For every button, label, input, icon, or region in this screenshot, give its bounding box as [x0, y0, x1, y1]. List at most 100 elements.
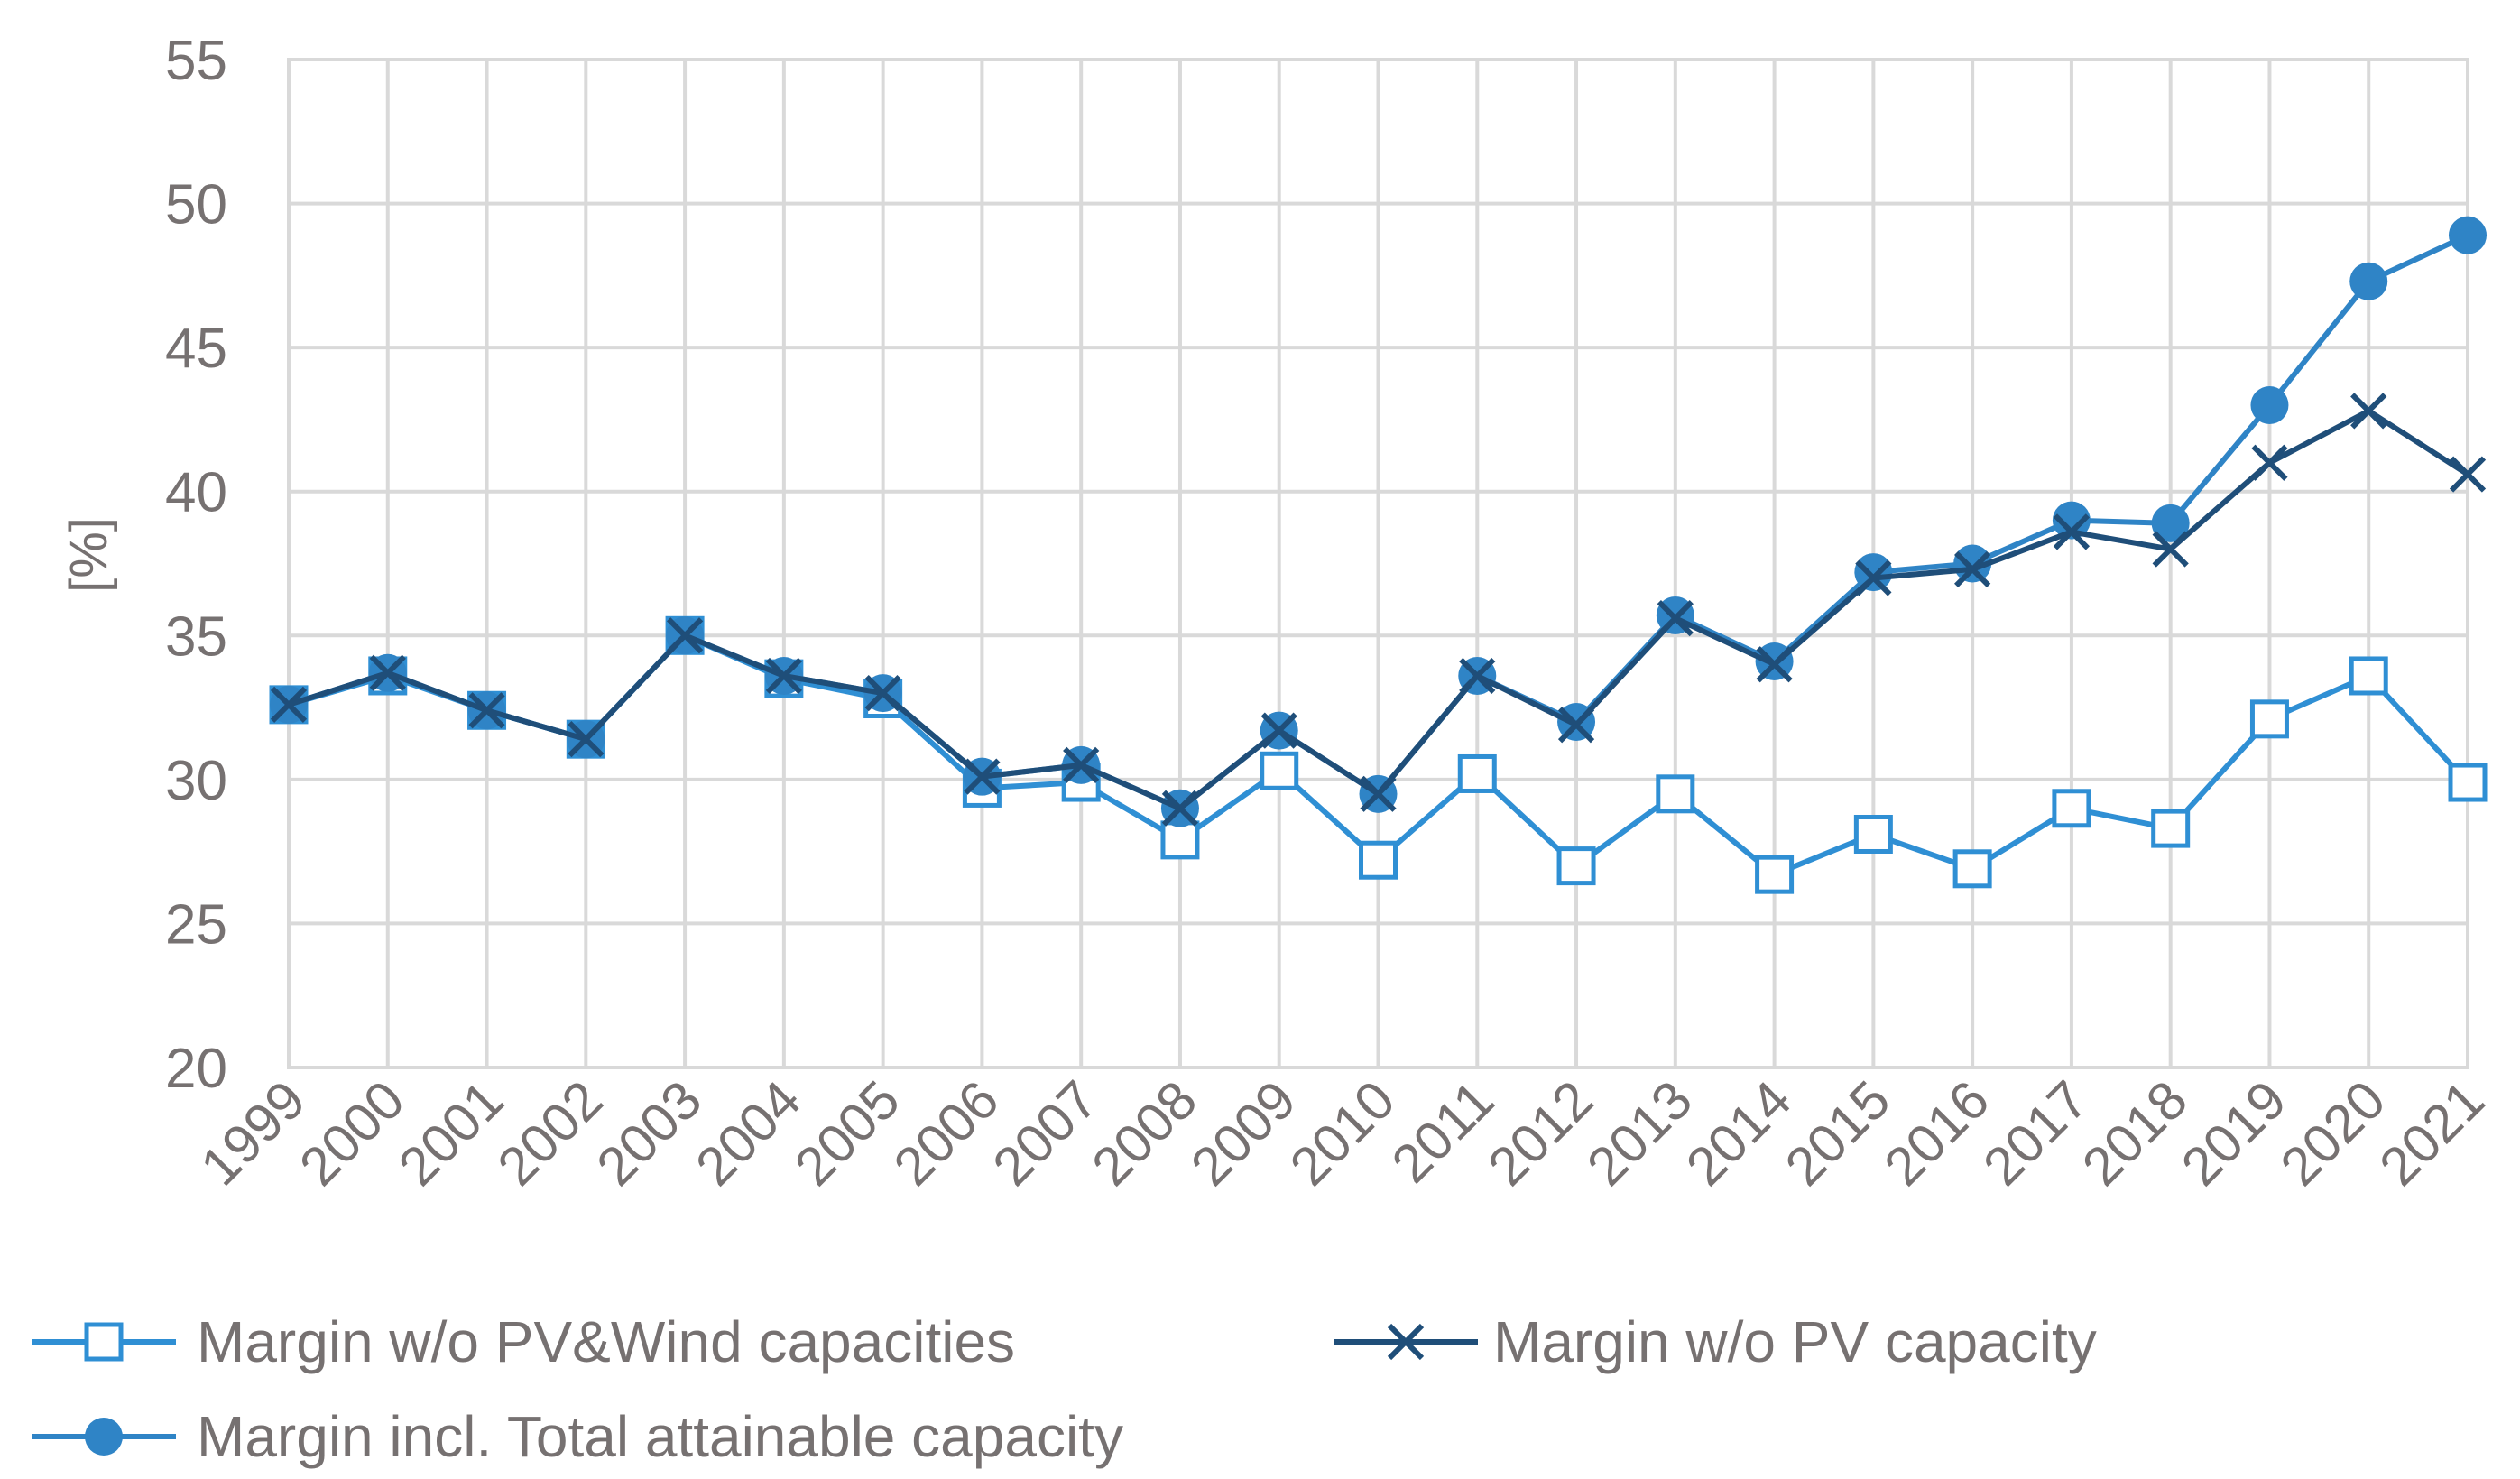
- x-tick-label: 2017: [1971, 1069, 2100, 1197]
- data-point: [1160, 820, 1200, 860]
- legend-marker: [1387, 1323, 1425, 1361]
- y-tick-label: 40: [165, 462, 227, 524]
- data-point: [1756, 646, 1793, 683]
- x-tick-label: 2021: [2368, 1069, 2496, 1197]
- x-tick-label: 2013: [1575, 1069, 1703, 1197]
- x-tick-label: 2016: [1873, 1069, 2001, 1197]
- data-point: [369, 654, 406, 691]
- y-tick-label: 20: [165, 1038, 227, 1100]
- x-stroke: [1161, 790, 1199, 827]
- y-axis-ticks: 20 25 30 35 40 45 50 55: [165, 30, 227, 1100]
- data-point: [2151, 504, 2190, 542]
- x-stroke: [270, 686, 308, 724]
- data-point: [1260, 751, 1299, 790]
- y-axis-label: [%]: [60, 517, 118, 593]
- x-stroke: [1756, 646, 1793, 683]
- x-tick-label: 2020: [2269, 1069, 2397, 1197]
- legend-item-1: Margin w/o PV&Wind capacities: [32, 1309, 1015, 1374]
- data-point: [468, 692, 505, 729]
- x-tick-label: 2012: [1476, 1069, 1604, 1197]
- data-point: [1953, 544, 1992, 583]
- legend-label: Margin w/o PV&Wind capacities: [197, 1309, 1015, 1374]
- data-point: [270, 686, 308, 724]
- data-point: [1656, 774, 1695, 814]
- legend-marker: [85, 1418, 123, 1456]
- data-point: [2251, 444, 2288, 481]
- data-point: [2350, 393, 2387, 430]
- x-tick-label: 2005: [783, 1069, 911, 1197]
- data-point: [2152, 531, 2189, 568]
- data-point: [964, 758, 1001, 795]
- legend-marker: [84, 1322, 124, 1362]
- x-stroke: [2152, 531, 2189, 568]
- legend: Margin w/o PV&Wind capacities Margin w/o …: [32, 1309, 2097, 1469]
- x-tick-label: 2003: [586, 1069, 714, 1197]
- x-stroke: [2053, 513, 2091, 550]
- x-tick-label: 2014: [1675, 1069, 1803, 1197]
- data-point: [1359, 840, 1398, 880]
- data-point: [1260, 712, 1297, 749]
- x-stroke: [765, 657, 802, 695]
- series-layer: [269, 216, 2488, 894]
- x-tick-label: 2010: [1278, 1069, 1407, 1197]
- data-point: [765, 657, 802, 695]
- data-point: [2250, 385, 2289, 424]
- x-stroke: [666, 617, 704, 654]
- data-point: [1952, 849, 1992, 889]
- x-stroke: [1459, 657, 1496, 695]
- x-tick-label: 2018: [2071, 1069, 2199, 1197]
- x-tick-label: 2000: [288, 1069, 416, 1197]
- x-stroke: [1657, 600, 1694, 637]
- legend-label: Margin incl. Total attainable capacity: [197, 1404, 1123, 1469]
- y-tick-label: 50: [165, 174, 227, 236]
- x-tick-label: 2009: [1179, 1069, 1307, 1197]
- data-point: [2151, 809, 2191, 848]
- x-stroke: [468, 692, 505, 729]
- y-tick-label: 55: [165, 30, 227, 92]
- x-tick-label: 2007: [982, 1069, 1110, 1197]
- x-tick-label: 2011: [1380, 1069, 1506, 1195]
- data-point: [2249, 699, 2289, 739]
- data-point: [1161, 790, 1199, 827]
- x-tick-label: 2008: [1080, 1069, 1208, 1197]
- x-tick-label: 2015: [1774, 1069, 1902, 1197]
- data-point: [1457, 753, 1497, 793]
- data-point: [2349, 656, 2388, 696]
- y-tick-label: 35: [165, 605, 227, 668]
- data-point: [1557, 707, 1595, 744]
- x-stroke: [1063, 746, 1100, 784]
- y-tick-label: 30: [165, 750, 227, 812]
- data-point: [1360, 775, 1397, 812]
- legend-item-3: Margin incl. Total attainable capacity: [32, 1404, 1123, 1469]
- data-point: [1755, 855, 1795, 894]
- x-stroke: [1954, 550, 1991, 588]
- x-stroke: [2251, 444, 2288, 481]
- data-point: [568, 721, 605, 758]
- data-point: [864, 674, 901, 712]
- grid: [287, 58, 2469, 1069]
- data-point: [2349, 262, 2388, 300]
- x-tick-label: 2004: [684, 1069, 812, 1197]
- data-point: [1657, 600, 1694, 637]
- data-point: [2053, 513, 2091, 550]
- plot-border: [287, 58, 2469, 1069]
- data-point: [2052, 789, 2091, 828]
- x-tick-label: 2019: [2170, 1069, 2298, 1197]
- data-point: [1063, 746, 1100, 784]
- data-point: [1855, 559, 1892, 596]
- x-stroke: [864, 674, 901, 712]
- y-tick-label: 45: [165, 318, 227, 380]
- x-stroke: [964, 758, 1001, 795]
- x-tick-label: 2002: [486, 1069, 614, 1197]
- x-axis-ticks: 1999200020012002200320042005200620072008…: [189, 1069, 2496, 1197]
- x-stroke: [1855, 559, 1892, 596]
- x-stroke: [1557, 707, 1595, 744]
- x-tick-label: 2001: [387, 1069, 515, 1197]
- x-stroke: [1387, 1323, 1425, 1361]
- data-point: [666, 617, 704, 654]
- data-point: [1459, 657, 1496, 695]
- legend-label: Margin w/o PV capacity: [1493, 1309, 2097, 1374]
- data-point: [1854, 553, 1893, 592]
- y-tick-label: 25: [165, 893, 227, 956]
